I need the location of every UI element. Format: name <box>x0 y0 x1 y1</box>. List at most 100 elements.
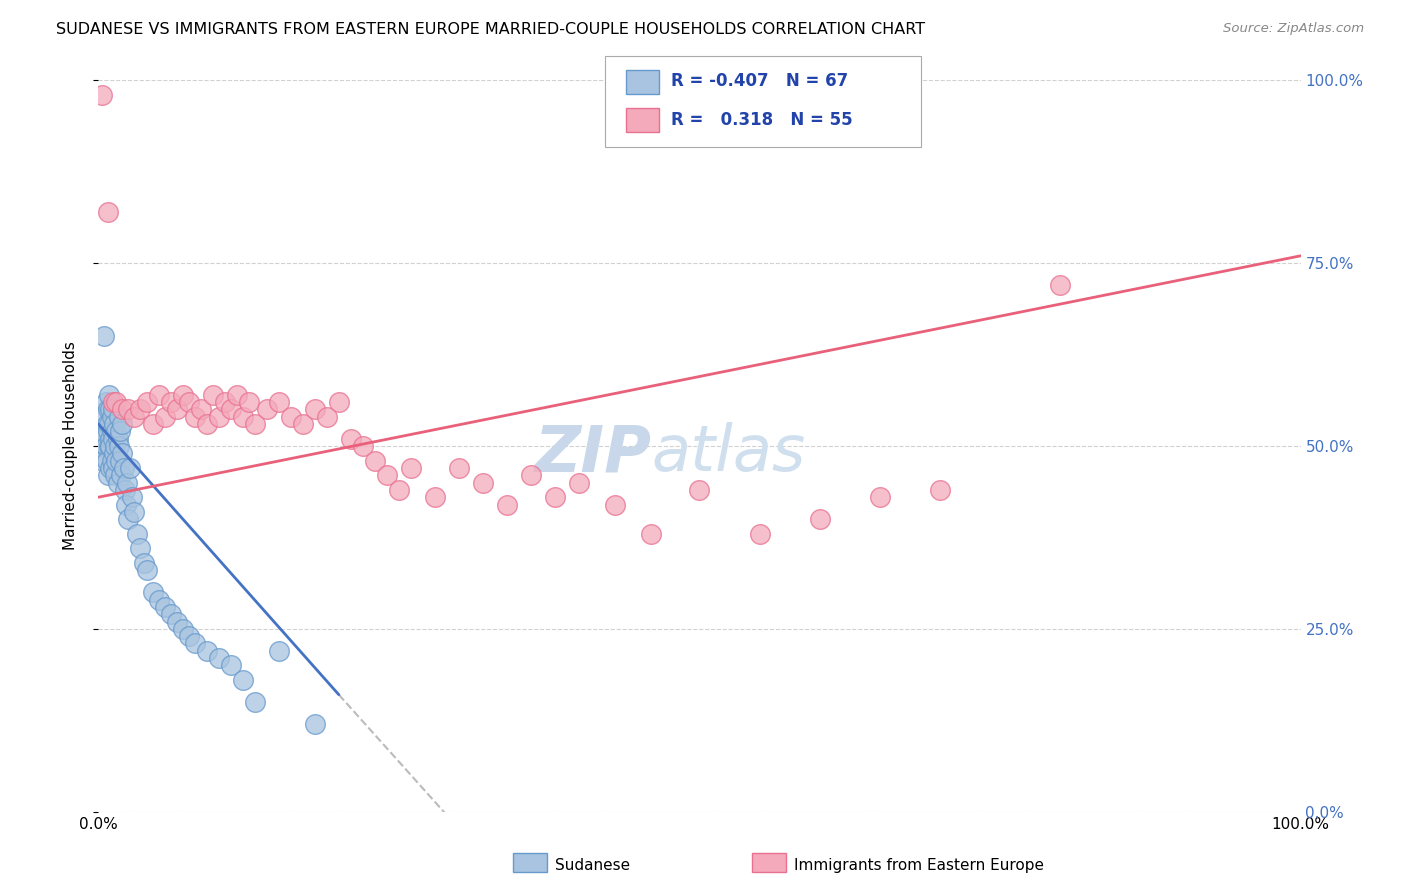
Point <box>177 629 200 643</box>
Point <box>97 425 120 439</box>
Point <box>232 409 254 424</box>
Point <box>748 526 770 541</box>
Point <box>135 563 157 577</box>
Point <box>129 402 152 417</box>
Point <box>328 395 350 409</box>
Point <box>172 622 194 636</box>
Point <box>153 409 176 424</box>
Point <box>108 453 131 467</box>
Point <box>364 453 387 467</box>
Point <box>101 395 124 409</box>
Point <box>91 453 114 467</box>
Point <box>100 432 122 446</box>
Point <box>97 205 120 219</box>
Point <box>108 425 131 439</box>
Point <box>195 417 218 431</box>
Point <box>256 402 278 417</box>
Point <box>177 395 200 409</box>
Point <box>97 468 120 483</box>
Point <box>100 409 122 424</box>
Point <box>166 402 188 417</box>
Point <box>96 417 118 431</box>
Point <box>107 432 129 446</box>
Point <box>91 87 114 102</box>
Point <box>129 541 152 556</box>
Point <box>166 615 188 629</box>
Point <box>97 402 120 417</box>
Text: R = -0.407   N = 67: R = -0.407 N = 67 <box>671 72 848 90</box>
Text: atlas: atlas <box>651 422 806 484</box>
Point <box>93 409 115 424</box>
Point <box>124 409 146 424</box>
Point <box>238 395 260 409</box>
Point <box>117 402 139 417</box>
Point <box>232 673 254 687</box>
Point <box>869 490 891 504</box>
Point <box>280 409 302 424</box>
Point <box>111 417 134 431</box>
Point <box>243 417 266 431</box>
Point <box>568 475 591 490</box>
Point <box>315 409 337 424</box>
Point <box>132 556 155 570</box>
Text: ZIP: ZIP <box>534 422 651 484</box>
Point <box>520 468 543 483</box>
Point <box>108 409 131 424</box>
Point <box>153 599 176 614</box>
Point <box>117 475 139 490</box>
Text: SUDANESE VS IMMIGRANTS FROM EASTERN EUROPE MARRIED-COUPLE HOUSEHOLDS CORRELATION: SUDANESE VS IMMIGRANTS FROM EASTERN EURO… <box>56 22 925 37</box>
Point <box>225 388 247 402</box>
Point <box>375 468 398 483</box>
Point <box>103 417 125 431</box>
Point <box>496 498 519 512</box>
Point <box>121 490 143 504</box>
Point <box>100 439 122 453</box>
Point <box>267 395 290 409</box>
Point <box>472 475 495 490</box>
Point <box>98 388 121 402</box>
Point <box>214 395 236 409</box>
Point <box>219 658 242 673</box>
Point <box>125 526 148 541</box>
Point <box>103 446 125 460</box>
Point <box>544 490 567 504</box>
Text: Immigrants from Eastern Europe: Immigrants from Eastern Europe <box>794 858 1045 872</box>
Point <box>447 461 470 475</box>
Point <box>111 402 134 417</box>
Point <box>208 409 231 424</box>
Point <box>94 439 117 453</box>
Point <box>928 483 950 497</box>
Point <box>90 439 112 453</box>
Point <box>243 695 266 709</box>
Point <box>605 498 627 512</box>
Point <box>115 498 138 512</box>
Point <box>101 432 124 446</box>
Point <box>100 425 122 439</box>
Point <box>114 483 136 497</box>
Point <box>183 409 205 424</box>
Point <box>172 388 194 402</box>
Point <box>141 585 163 599</box>
Point <box>1049 278 1071 293</box>
Point <box>183 636 205 650</box>
Point <box>135 395 157 409</box>
Point <box>98 417 121 431</box>
Point <box>141 417 163 431</box>
Point <box>423 490 446 504</box>
Point <box>304 402 326 417</box>
Point <box>93 329 115 343</box>
Point <box>267 644 290 658</box>
Text: R =   0.318   N = 55: R = 0.318 N = 55 <box>671 111 852 128</box>
Point <box>340 432 363 446</box>
Point <box>808 512 831 526</box>
Point <box>352 439 374 453</box>
Point <box>110 468 132 483</box>
Point <box>96 453 118 467</box>
Y-axis label: Married-couple Households: Married-couple Households <box>63 342 77 550</box>
Point <box>201 388 224 402</box>
Point <box>94 395 117 409</box>
Point <box>105 425 128 439</box>
Point <box>148 592 170 607</box>
Point <box>104 468 127 483</box>
Point <box>118 461 141 475</box>
